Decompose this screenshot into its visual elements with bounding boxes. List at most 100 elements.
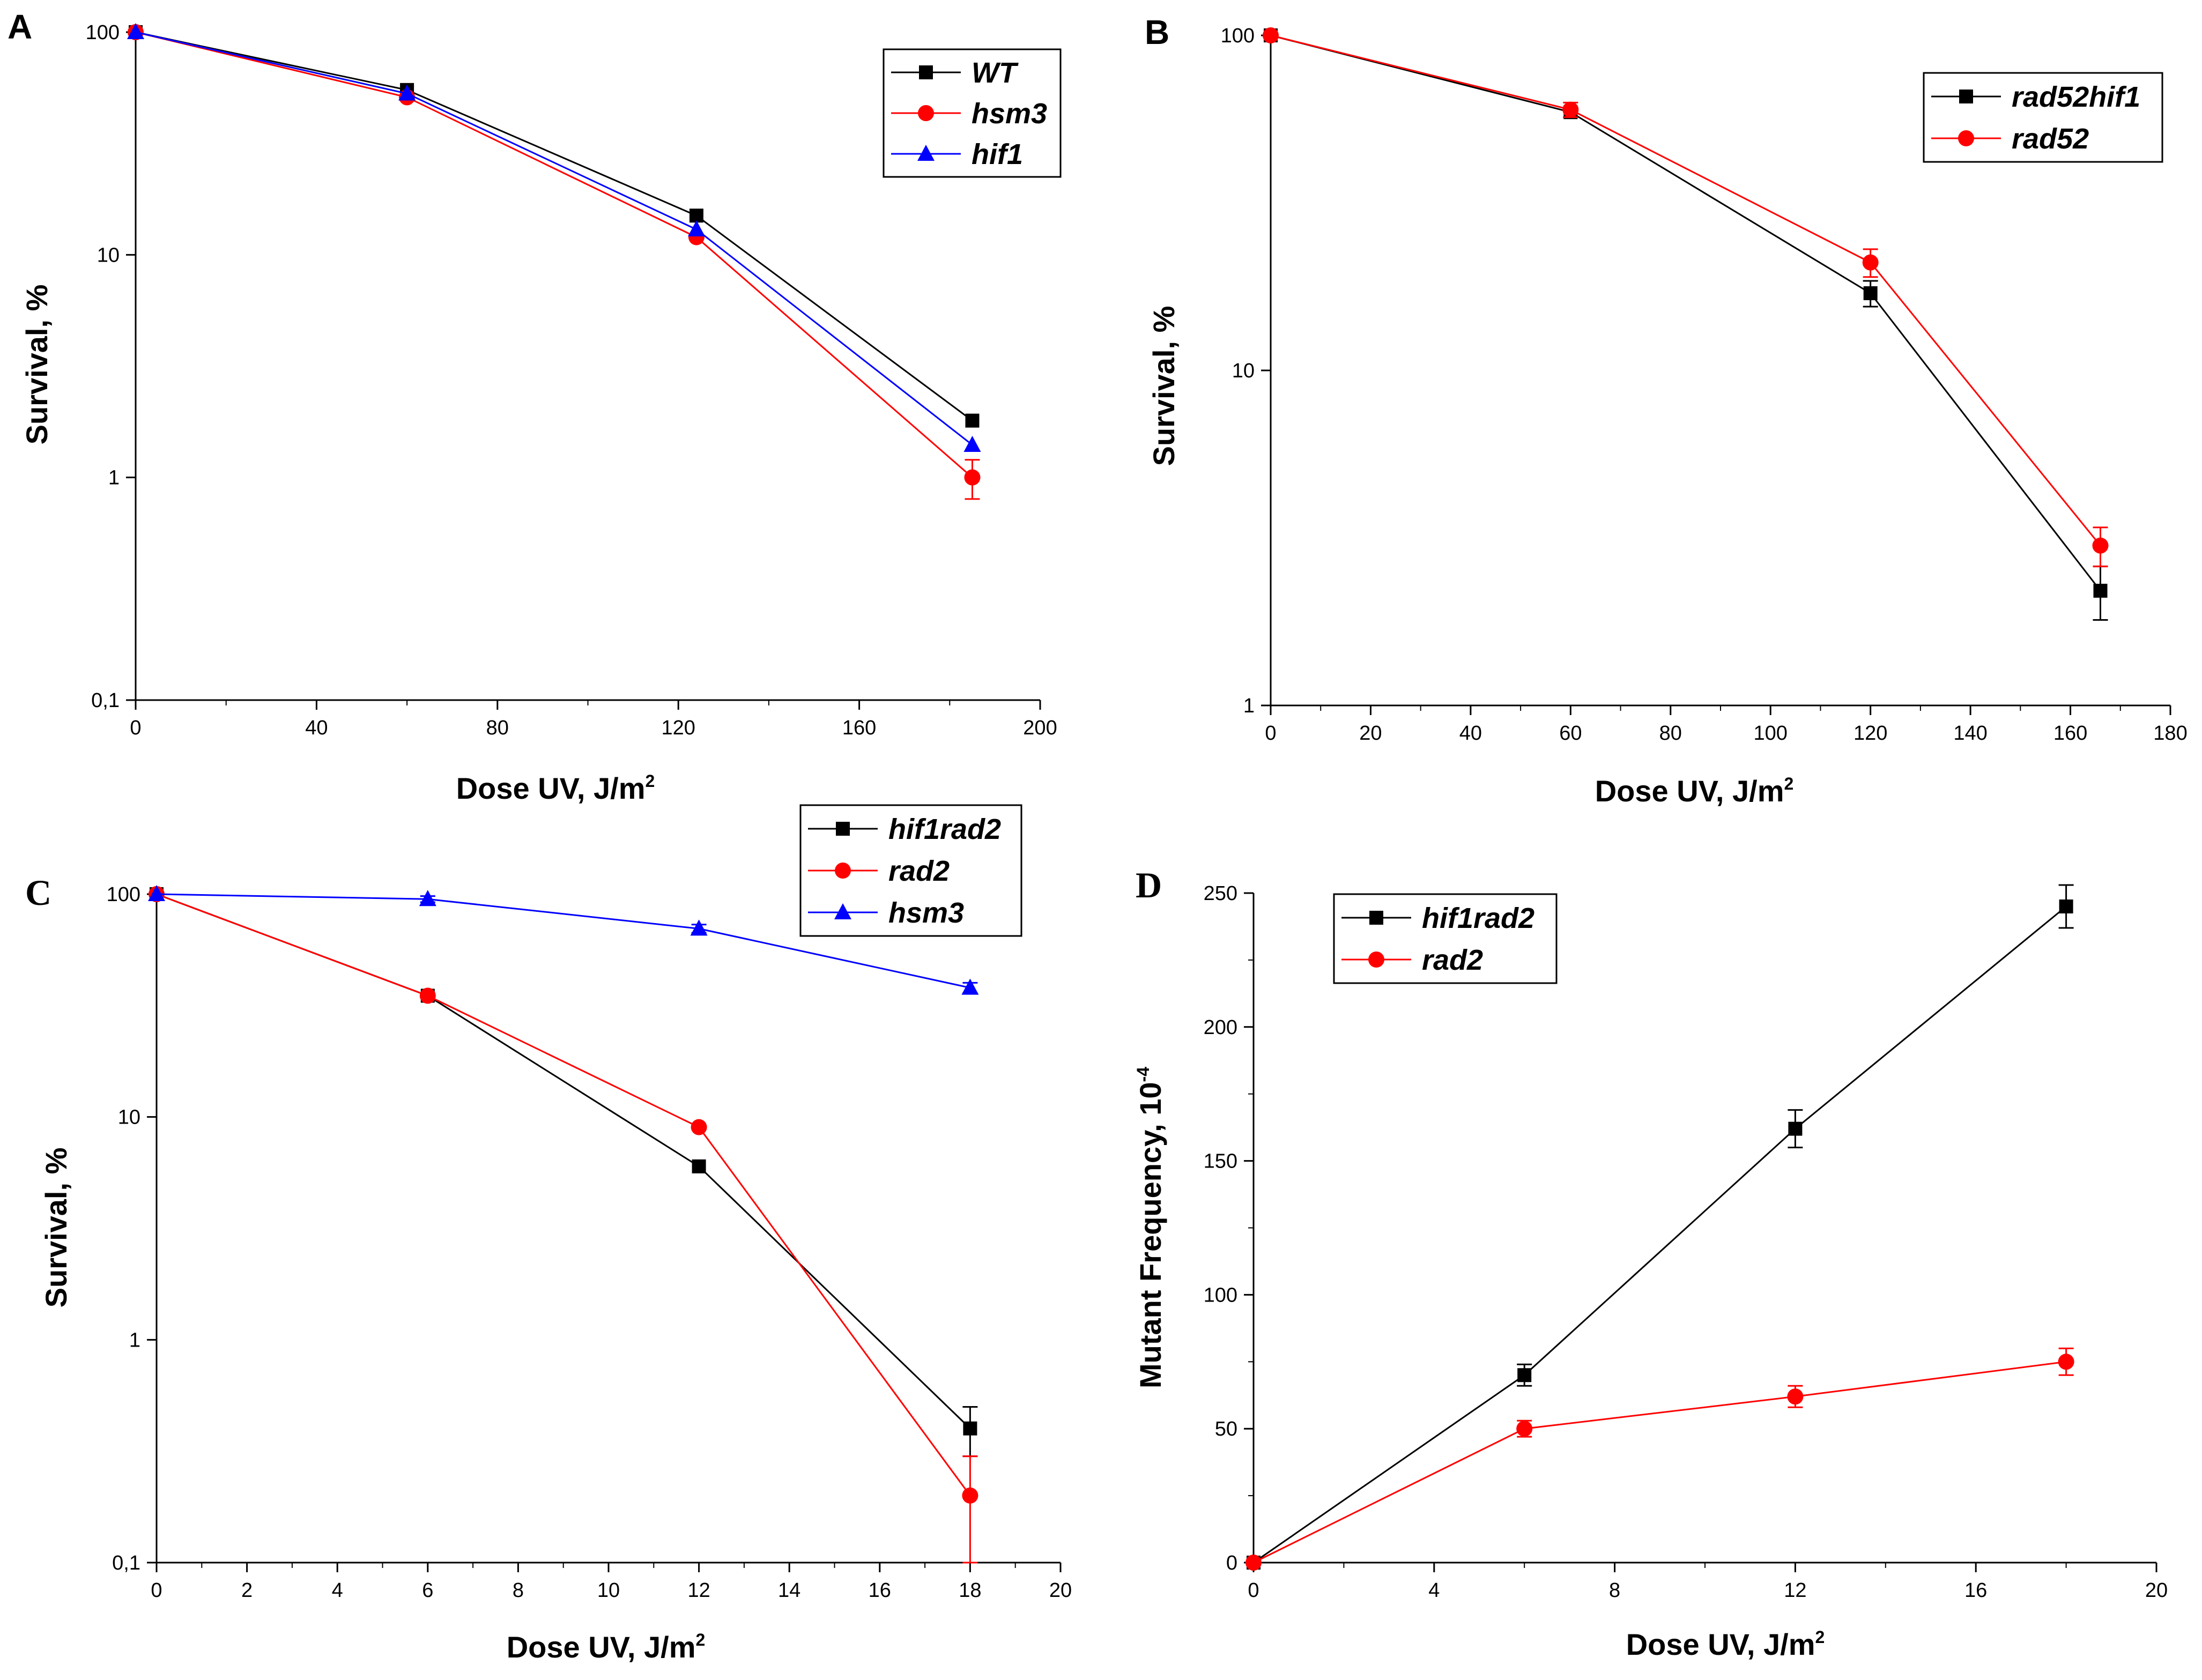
legend-marker-hsm3-c — [834, 903, 851, 919]
legend-label-rad2-d: rad2 — [1422, 944, 1483, 976]
y-tick-label-c: 10 — [118, 1106, 140, 1129]
x-tick-label-b: 180 — [2153, 722, 2187, 745]
y-tick-label-b: 10 — [1232, 360, 1255, 382]
y-tick-label-d: 150 — [1204, 1150, 1237, 1173]
panel-label-c: C — [25, 872, 51, 913]
y-tick-label-c: 1 — [129, 1329, 140, 1351]
x-axis-title-b: Dose UV, J/m2 — [1595, 774, 1794, 808]
x-tick-label-b: 140 — [1953, 722, 1987, 745]
data-point-hsm3-c — [148, 885, 165, 901]
x-tick-label-d: 8 — [1609, 1579, 1620, 1602]
y-axis-title-d: Mutant Frequency, 10-4 — [1133, 1067, 1167, 1388]
data-point-hif1-a — [963, 435, 981, 452]
x-tick-label-d: 0 — [1248, 1579, 1259, 1602]
y-tick-label-b: 100 — [1221, 25, 1255, 47]
chart-panel-c: Survival, % Dose UV, J/m2 0 2 4 6 8 10 12 14 16 1… — [39, 804, 1072, 1664]
x-tick-label-c: 14 — [778, 1579, 800, 1602]
x-tick-label-a: 80 — [486, 717, 509, 739]
y-tick-label-d: 100 — [1204, 1284, 1237, 1306]
data-point-hsm3-c — [419, 890, 436, 906]
data-point-rad2-c — [962, 1487, 978, 1504]
legend-marker-rad52-b — [1958, 130, 1974, 146]
panel-label-a: A — [8, 8, 32, 46]
y-tick-label-d: 200 — [1204, 1016, 1237, 1039]
series-line-rad2-c — [156, 893, 971, 1496]
x-tick-label-a: 120 — [661, 717, 695, 739]
x-tick-label-c: 6 — [422, 1579, 433, 1602]
x-axis-title-d: Dose UV, J/m2 — [1626, 1627, 1825, 1661]
x-axis-title-c: Dose UV, J/m2 — [507, 1630, 706, 1664]
x-tick-label-d: 20 — [2145, 1579, 2168, 1602]
data-point-rad2-d — [2058, 1354, 2074, 1370]
data-point-rad2-c — [691, 1119, 707, 1135]
chart-panel-b: Survival, % Dose UV, J/m2 0 20 40 60 80 100 12… — [1147, 25, 2188, 808]
x-tick-label-a: 40 — [305, 717, 328, 739]
legend-label-hif1rad2-c: hif1rad2 — [888, 813, 1001, 845]
x-tick-label-c: 4 — [332, 1579, 343, 1602]
series-line-hsm3-c — [156, 893, 970, 989]
series-line-hsm3-a — [135, 31, 973, 478]
data-point-hsm3-c — [961, 978, 979, 995]
x-tick-label-a: 0 — [130, 717, 141, 739]
data-point-rad2-d — [1787, 1388, 1804, 1405]
series-line-rad52hif1-b — [1270, 34, 2101, 591]
panel-label-b: B — [1145, 13, 1169, 51]
data-point-rad52-b — [1562, 101, 1579, 118]
series-line-rad52-b — [1270, 34, 2101, 546]
data-point-hif1rad2-d — [1517, 1368, 1532, 1382]
data-point-rad2-c — [419, 987, 436, 1004]
series-line-hif1rad2-d — [1253, 905, 2067, 1564]
y-axis-title-a: Survival, % — [20, 285, 54, 445]
legend-marker-rad52hif1-b — [1959, 90, 1973, 103]
x-tick-label-c: 2 — [241, 1579, 253, 1602]
legend-marker-hif1rad2-d — [1369, 911, 1383, 925]
x-tick-label-b: 60 — [1559, 722, 1582, 745]
data-point-rad2-d — [1516, 1421, 1533, 1437]
x-tick-label-d: 16 — [1964, 1579, 1987, 1602]
x-tick-label-c: 16 — [869, 1579, 891, 1602]
x-tick-label-b: 100 — [1754, 722, 1788, 745]
x-tick-label-b: 120 — [1853, 722, 1887, 745]
data-point-rad52hif1-b — [2093, 583, 2108, 598]
y-tick-label-d: 50 — [1215, 1418, 1237, 1440]
x-tick-label-a: 160 — [842, 717, 876, 739]
x-tick-label-b: 20 — [1359, 722, 1382, 745]
data-point-hif1rad2-c — [963, 1421, 977, 1436]
data-point-hif1rad2-d — [2059, 899, 2073, 913]
x-tick-label-c: 10 — [597, 1579, 620, 1602]
legend-label-rad2-c: rad2 — [888, 855, 950, 887]
y-axis-title-b: Survival, % — [1147, 306, 1181, 466]
data-point-hsm3-a — [964, 469, 981, 486]
legend-label-hif1-a: hif1 — [972, 138, 1023, 170]
x-tick-label-c: 20 — [1049, 1579, 1072, 1602]
y-tick-label-b: 1 — [1243, 695, 1255, 717]
y-tick-label-d: 250 — [1204, 882, 1237, 905]
x-tick-label-c: 8 — [513, 1579, 524, 1602]
data-point-WT-a — [965, 413, 980, 428]
x-tick-label-d: 12 — [1784, 1579, 1806, 1602]
chart-panel-a: Survival, % Dose UV, J/m2 0 40 80 120 160 200… — [20, 21, 1062, 805]
y-tick-label-a: 100 — [86, 21, 120, 44]
data-point-rad52-b — [1862, 254, 1879, 271]
x-tick-label-a: 200 — [1023, 717, 1057, 739]
x-tick-label-c: 0 — [151, 1579, 162, 1602]
x-axis-title-a: Dose UV, J/m2 — [456, 771, 655, 805]
x-tick-label-b: 160 — [2053, 722, 2087, 745]
y-tick-label-a: 1 — [108, 467, 120, 489]
data-point-rad52hif1-b — [1863, 286, 1878, 300]
data-point-rad2-d — [1245, 1555, 1262, 1571]
data-point-rad52-b — [2092, 537, 2109, 554]
y-tick-label-a: 0,1 — [91, 689, 120, 712]
legend-label-rad52-b: rad52 — [2012, 123, 2089, 155]
x-tick-label-d: 4 — [1428, 1579, 1440, 1602]
x-tick-label-c: 12 — [687, 1579, 710, 1602]
chart-panel-d: Mutant Frequency, 10-4 Dose UV, J/m2 0 4 8… — [1133, 882, 2168, 1661]
x-tick-label-b: 80 — [1659, 722, 1682, 745]
data-point-hif1-a — [687, 220, 705, 237]
data-point-rad52-b — [1263, 27, 1279, 43]
panel-label-d: D — [1136, 865, 1162, 905]
series-line-hif1rad2-c — [156, 893, 971, 1429]
series-line-WT-a — [135, 31, 973, 421]
legend-marker-WT-a — [919, 65, 933, 79]
